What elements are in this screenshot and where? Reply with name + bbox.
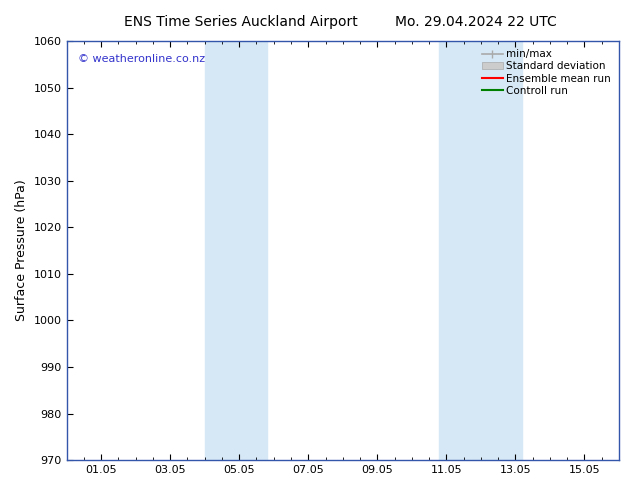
Bar (439, 41, 522, 460)
Text: ENS Time Series Auckland Airport: ENS Time Series Auckland Airport (124, 15, 358, 29)
Legend: min/max, Standard deviation, Ensemble mean run, Controll run: min/max, Standard deviation, Ensemble me… (479, 46, 614, 99)
Text: Mo. 29.04.2024 22 UTC: Mo. 29.04.2024 22 UTC (394, 15, 557, 29)
Text: © weatheronline.co.nz: © weatheronline.co.nz (77, 53, 205, 64)
Bar (205, 41, 267, 460)
Y-axis label: Surface Pressure (hPa): Surface Pressure (hPa) (15, 180, 28, 321)
